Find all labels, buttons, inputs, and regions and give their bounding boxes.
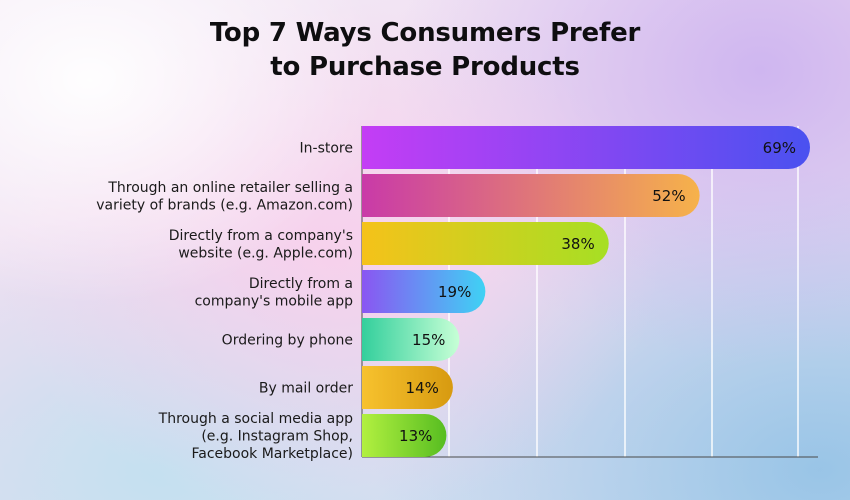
bar [362,366,453,409]
category-label: Ordering by phone [222,333,353,349]
category-label: Through a social media app (e.g. Instagra… [158,411,353,462]
category-label-line: Directly from a [249,276,353,292]
category-label-line: Ordering by phone [222,333,353,349]
bar [362,414,447,457]
chart-title: Top 7 Ways Consumers Prefer to Purchase … [0,16,850,84]
category-label: Through an online retailer selling a vari… [96,180,353,214]
bar [362,270,486,313]
value-label: 52% [652,187,685,205]
bar [362,318,460,361]
category-label: In-store [300,141,353,157]
category-label-line: company's mobile app [195,293,354,309]
value-label: 13% [399,427,432,445]
bar [362,174,700,217]
category-label-line: Facebook Marketplace) [192,446,354,462]
category-label-line: By mail order [259,381,353,397]
value-label: 19% [438,283,471,301]
value-label: 15% [412,331,445,349]
category-label-line: website (e.g. Apple.com) [178,245,353,261]
category-labels: In-store Through an online retailer selli… [96,141,353,463]
category-label-line: (e.g. Instagram Shop, [201,429,353,445]
chart-title-line-1: Top 7 Ways Consumers Prefer [209,18,641,48]
bar [362,126,810,169]
category-label-line: Directly from a company's [169,228,353,244]
category-label-line: In-store [300,141,353,157]
category-label: By mail order [259,381,353,397]
category-label-line: Through an online retailer selling a [107,180,353,196]
category-label: Directly from a company's mobile app [195,276,354,310]
value-label: 38% [561,235,594,253]
chart-title-line-2: to Purchase Products [270,52,580,82]
bar [362,222,609,265]
category-label: Directly from a company's website (e.g. A… [169,228,353,262]
category-label-line: Through a social media app [158,411,353,427]
category-label-line: variety of brands (e.g. Amazon.com) [96,197,353,213]
value-label: 14% [406,379,439,397]
bars: 69% 52% 38% 19% 15% 14% 13% [362,126,810,457]
value-label: 69% [763,139,796,157]
